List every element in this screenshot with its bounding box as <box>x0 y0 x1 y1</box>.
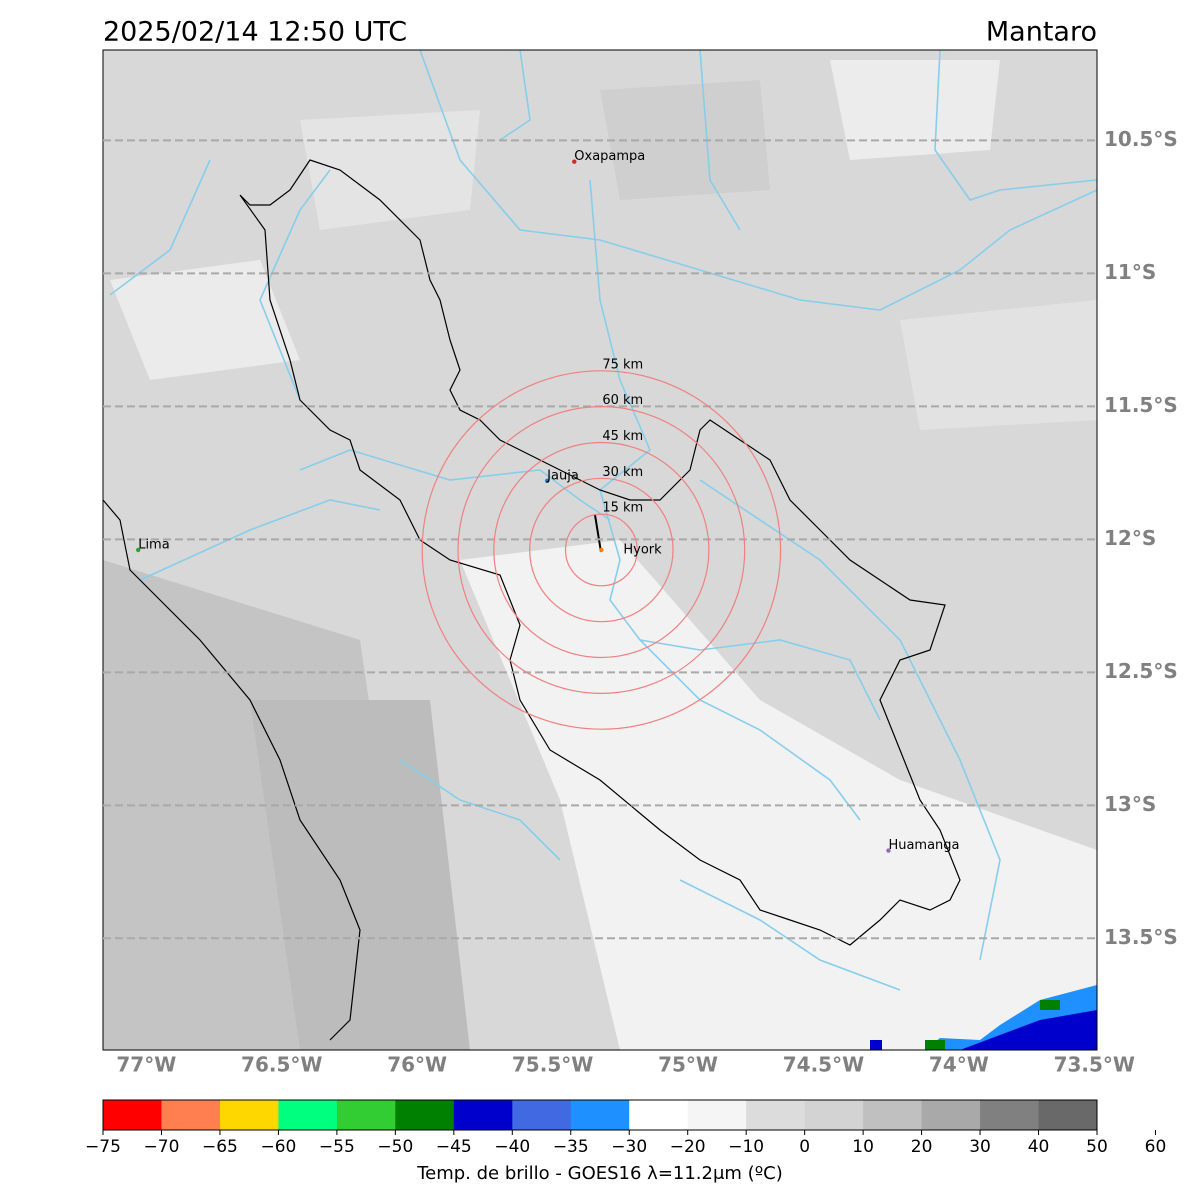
lat-label: 13.5°S <box>1104 925 1178 949</box>
lon-label: 75.5°W <box>512 1053 593 1077</box>
colorbar-swatch <box>512 1100 572 1130</box>
lat-label: 12°S <box>1104 526 1156 550</box>
lon-label: 74°W <box>929 1053 989 1077</box>
lon-label: 73.5°W <box>1054 1053 1135 1077</box>
colorbar-tick-label: −20 <box>670 1137 706 1157</box>
colorbar-tick-label: −70 <box>144 1137 180 1157</box>
ring-label: 30 km <box>602 465 643 480</box>
colorbar-tick-label: −10 <box>728 1137 764 1157</box>
colorbar-swatch <box>629 1100 689 1130</box>
city-label: Oxapampa <box>574 149 645 164</box>
colorbar-tick-label: −30 <box>611 1137 647 1157</box>
city-label: Hyork <box>623 543 662 558</box>
colorbar-swatch <box>746 1100 806 1130</box>
colorbar-swatch <box>336 1100 396 1130</box>
range-ring <box>457 406 746 694</box>
colorbar-tick-label: −65 <box>202 1137 238 1157</box>
colorbar-swatch <box>804 1100 864 1130</box>
region-name: Mantaro <box>986 17 1097 48</box>
colorbar-tick-label: −50 <box>377 1137 413 1157</box>
lat-label: 12.5°S <box>1104 659 1178 683</box>
colorbar-swatch <box>103 1100 162 1130</box>
colorbar-tick-label: −35 <box>553 1137 589 1157</box>
ring-label: 75 km <box>602 357 643 372</box>
colorbar-swatch <box>453 1100 513 1130</box>
colorbar-swatch <box>570 1100 630 1130</box>
lon-label: 74.5°W <box>783 1053 864 1077</box>
lon-label: 77°W <box>116 1053 176 1077</box>
ring-label: 60 km <box>602 393 643 408</box>
lat-label: 11.5°S <box>1104 393 1178 417</box>
colorbar-swatch <box>219 1100 279 1130</box>
city-label: Huamanga <box>888 838 959 853</box>
range-ring <box>493 441 710 659</box>
colorbar-tick-label: 60 <box>1145 1137 1167 1157</box>
colorbar-swatch <box>921 1100 981 1130</box>
colorbar-tick-label: 10 <box>852 1137 874 1157</box>
lon-label: 76.5°W <box>241 1053 322 1077</box>
colorbar-tick-label: −60 <box>260 1137 296 1157</box>
range-ring <box>564 513 638 587</box>
city-label: Jauja <box>546 468 579 483</box>
city-marker <box>544 478 550 484</box>
colorbar-tick-label: −45 <box>436 1137 472 1157</box>
map-imagery <box>103 50 1097 1050</box>
colorbar-swatch <box>863 1100 923 1130</box>
lon-label: 76°W <box>387 1053 447 1077</box>
lat-label: 13°S <box>1104 792 1156 816</box>
range-ring <box>421 370 782 730</box>
colorbar-frame <box>102 1099 1098 1131</box>
ring-label: 45 km <box>602 429 643 444</box>
ring-label: 15 km <box>602 501 643 516</box>
colorbar-swatch <box>980 1100 1040 1130</box>
colorbar-tick-label: 40 <box>1028 1137 1050 1157</box>
city-marker <box>886 848 891 853</box>
colorbar-swatch <box>161 1100 221 1130</box>
colorbar-swatch <box>278 1100 338 1130</box>
lat-label: 10.5°S <box>1104 127 1178 151</box>
range-ring <box>529 477 674 623</box>
colorbar-swatch <box>687 1100 747 1130</box>
colorbar-tick-label: −55 <box>319 1137 355 1157</box>
colorbar-tick-label: 30 <box>969 1137 991 1157</box>
colorbar-tick-label: 0 <box>799 1137 810 1157</box>
city-marker <box>599 547 604 553</box>
colorbar-swatch <box>1038 1100 1098 1130</box>
colorbar-swatch <box>395 1100 455 1130</box>
colorbar-tick-label: −40 <box>494 1137 530 1157</box>
title: 2025/02/14 12:50 UTC <box>103 17 407 48</box>
colorbar-tick-label: 20 <box>911 1137 933 1157</box>
city-label: Lima <box>138 538 169 553</box>
map-frame <box>102 49 1098 1051</box>
lon-label: 75°W <box>658 1053 718 1077</box>
colorbar-tick-label: 50 <box>1086 1137 1108 1157</box>
city-marker <box>136 547 141 553</box>
colorbar-tick-label: −75 <box>85 1137 121 1157</box>
city-marker <box>572 159 577 164</box>
colorbar-label: Temp. de brillo - GOES16 λ=11.2μm (ºC) <box>416 1163 783 1184</box>
lat-label: 11°S <box>1104 260 1156 284</box>
